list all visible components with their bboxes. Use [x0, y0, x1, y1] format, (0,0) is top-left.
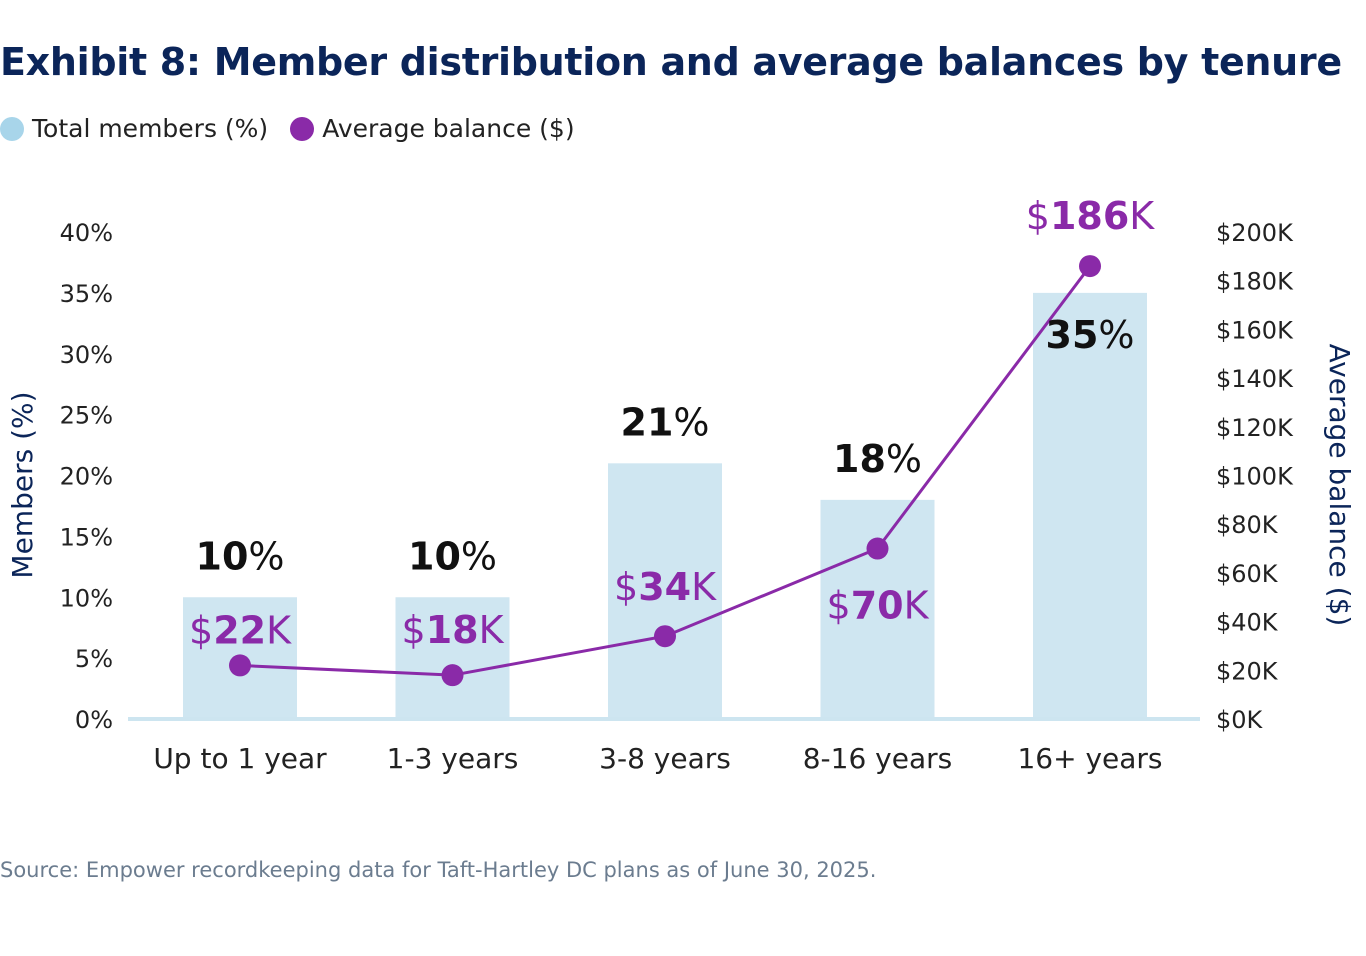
balance-data-label: $70K [827, 584, 930, 628]
bar-data-label: 35% [1046, 313, 1135, 357]
y2-tick-label: $60K [1216, 560, 1279, 588]
legend-swatch-members [0, 116, 24, 141]
y-tick-label: 5% [75, 645, 113, 673]
bar-data-label: 10% [196, 534, 285, 578]
balance-point [441, 664, 464, 687]
y2-tick-label: $180K [1216, 268, 1294, 296]
x-tick-label: 1-3 years [387, 742, 519, 775]
y-tick-label: 20% [60, 463, 113, 491]
balance-data-label: $22K [189, 608, 292, 652]
y2-tick-label: $140K [1216, 365, 1294, 393]
balance-data-label: $186K [1026, 194, 1156, 238]
y-axis-title: Members (%) [6, 391, 39, 578]
y2-axis-title: Average balance ($) [1323, 344, 1356, 627]
legend-swatch-balance [290, 116, 315, 141]
legend-label-members: Total members (%) [32, 114, 269, 143]
x-tick-label: 16+ years [1017, 742, 1162, 775]
y-tick-label: 15% [60, 523, 113, 551]
y-tick-label: 35% [60, 280, 113, 308]
y2-tick-label: $120K [1216, 414, 1294, 442]
balance-point [1079, 255, 1101, 278]
legend-item-balance: Average balance ($) [290, 114, 575, 143]
legend-label-balance: Average balance ($) [322, 114, 575, 143]
bar [820, 499, 935, 719]
balance-point [229, 654, 251, 677]
y2-tick-label: $20K [1216, 657, 1279, 685]
y-tick-label: 10% [60, 584, 113, 612]
y-tick-label: 0% [75, 706, 113, 734]
bar [608, 463, 722, 719]
legend-item-members: Total members (%) [0, 114, 268, 143]
bar-data-label: 18% [833, 437, 922, 481]
bar [1033, 292, 1147, 719]
bar [395, 597, 510, 719]
y-tick-label: 25% [60, 402, 113, 430]
balance-point [866, 537, 889, 560]
legend: Total members (%) Average balance ($) [0, 114, 597, 143]
balance-point [654, 625, 676, 648]
y2-tick-label: $160K [1216, 316, 1294, 344]
x-tick-label: 3-8 years [599, 742, 731, 775]
chart-title: Exhibit 8: Member distribution and avera… [0, 40, 1342, 84]
y2-tick-label: $80K [1216, 511, 1279, 539]
x-tick-label: 8-16 years [803, 742, 953, 775]
y-tick-label: 30% [60, 341, 113, 369]
source-note: Source: Empower recordkeeping data for T… [0, 858, 877, 882]
y2-tick-label: $0K [1216, 706, 1264, 734]
x-tick-label: Up to 1 year [153, 742, 327, 775]
balance-data-label: $34K [614, 565, 717, 609]
y-tick-label: 40% [60, 219, 113, 247]
bar-data-label: 10% [408, 534, 497, 578]
y2-tick-label: $40K [1216, 609, 1279, 637]
bar-data-label: 21% [621, 400, 710, 444]
y2-tick-label: $100K [1216, 463, 1294, 491]
balance-data-label: $18K [402, 608, 505, 652]
y2-tick-label: $200K [1216, 219, 1294, 247]
